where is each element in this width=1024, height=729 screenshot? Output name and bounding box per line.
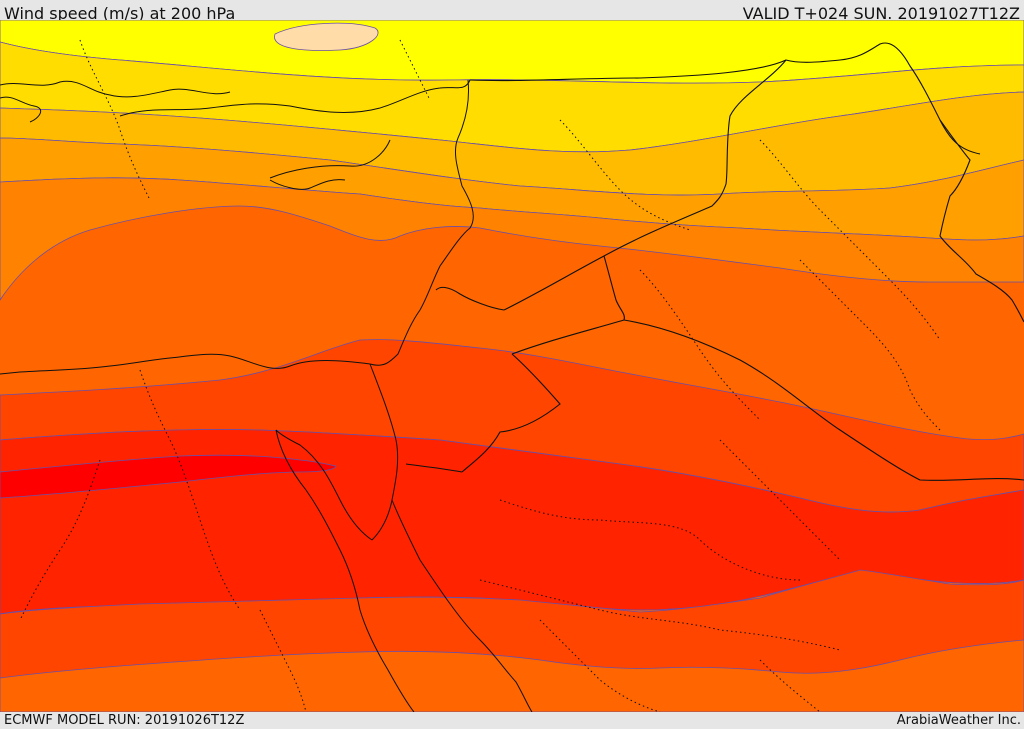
credit-label: ArabiaWeather Inc.: [896, 713, 1021, 728]
borders: [405, 42, 1024, 481]
band-red-max: [0, 454, 337, 499]
band-pale: [274, 22, 379, 51]
band-orange: [0, 177, 1024, 301]
band-red-orange-south: [0, 569, 1024, 679]
internal-boundaries: [19, 39, 941, 712]
coastlines: [0, 79, 533, 712]
valid-time: VALID T+024 SUN. 20191027T12Z: [742, 4, 1020, 23]
model-run: ECMWF MODEL RUN: 20191026T12Z: [4, 713, 245, 728]
wind-speed-map: [0, 20, 1024, 712]
map-title: Wind speed (m/s) at 200 hPa: [4, 4, 236, 23]
